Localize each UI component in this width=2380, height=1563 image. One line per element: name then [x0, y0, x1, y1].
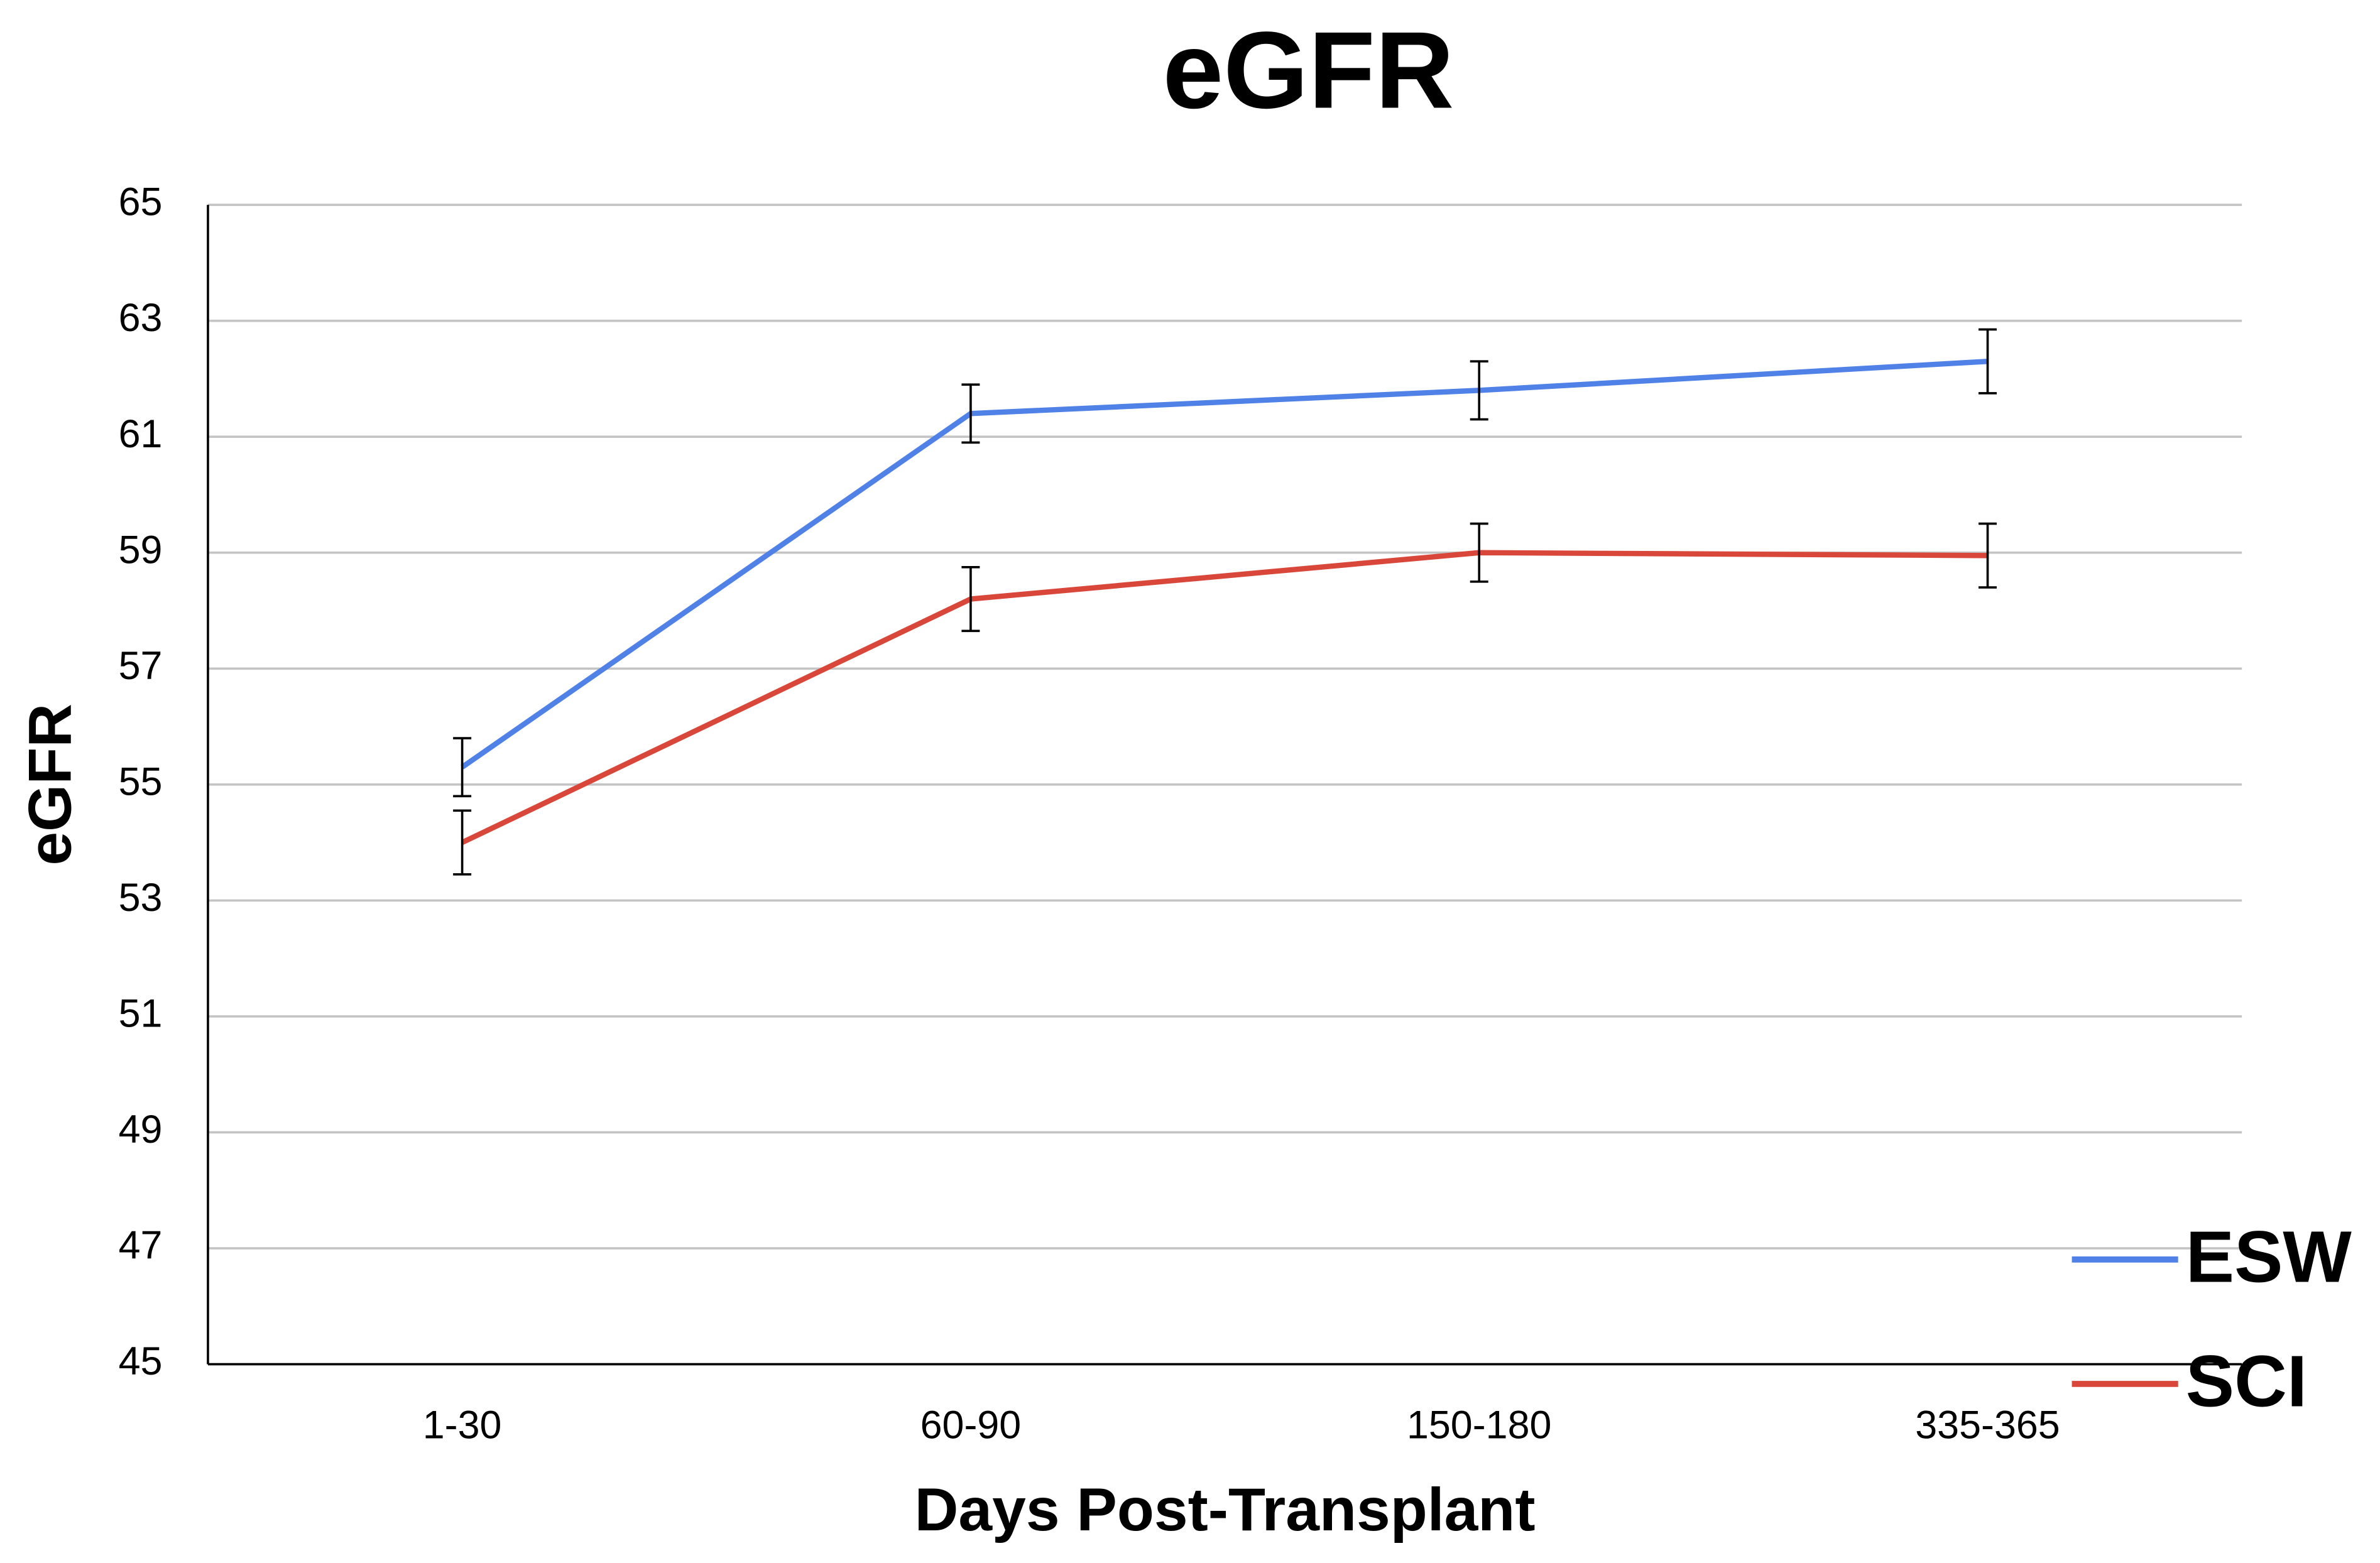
x-tick-label: 335-365	[1915, 1403, 2060, 1447]
error-bar	[961, 565, 980, 633]
y-axis-label: eGFR	[16, 704, 84, 866]
error-bar	[1979, 522, 1997, 589]
y-tick-label: 47	[119, 1224, 163, 1268]
series-line	[461, 359, 1988, 770]
y-tick-label: 61	[119, 412, 163, 456]
x-tick-label: 150-180	[1407, 1403, 1551, 1447]
error-bar	[1979, 328, 1997, 395]
error-bar	[961, 383, 980, 444]
y-tick-label: 45	[119, 1339, 163, 1383]
y-tick-label: 65	[119, 180, 163, 224]
y-tick-label: 51	[119, 992, 163, 1036]
error-bar	[1470, 522, 1488, 583]
error-bar	[453, 737, 472, 798]
y-tick-label: 53	[119, 876, 163, 920]
y-tick-label: 63	[119, 296, 163, 340]
y-tick-label: 55	[119, 760, 163, 803]
error-bar	[1470, 360, 1488, 421]
chart-title: eGFR	[1163, 9, 1455, 131]
x-tick-label: 60-90	[920, 1403, 1022, 1447]
x-axis-label: Days Post-Transplant	[915, 1476, 1536, 1544]
series-line	[461, 550, 1988, 845]
error-bar	[453, 809, 472, 876]
x-tick-label: 1-30	[423, 1403, 502, 1447]
legend-label: ESW	[2186, 1216, 2352, 1297]
y-tick-label: 59	[119, 528, 163, 572]
y-tick-label: 49	[119, 1108, 163, 1152]
legend-label: SCI	[2186, 1340, 2307, 1422]
y-tick-label: 57	[119, 644, 163, 688]
